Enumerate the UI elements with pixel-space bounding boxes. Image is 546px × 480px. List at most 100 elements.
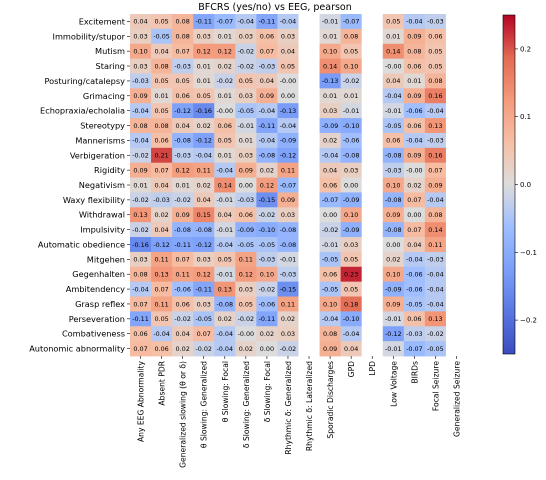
cell-value-label: -0.07 bbox=[343, 18, 360, 26]
cell-value-label: 0.12 bbox=[176, 166, 190, 174]
heatmap-cell bbox=[277, 177, 299, 193]
heatmap-cell bbox=[319, 207, 342, 223]
heatmap-cell bbox=[340, 118, 363, 134]
cell-value-label: -0.08 bbox=[385, 196, 402, 204]
cell-value-label: -0.01 bbox=[217, 196, 234, 204]
heatmap-cell bbox=[256, 207, 278, 223]
heatmap-cell bbox=[193, 281, 215, 297]
heatmap-cell bbox=[193, 103, 215, 119]
cell-value-label: 0.12 bbox=[218, 47, 232, 55]
heatmap-cell bbox=[424, 58, 447, 74]
heatmap-cell bbox=[214, 58, 236, 74]
heatmap-cell bbox=[361, 192, 384, 208]
heatmap-cell bbox=[256, 43, 278, 60]
cell-value-label: -0.03 bbox=[259, 62, 276, 70]
heatmap-cell bbox=[172, 251, 194, 268]
cell-value-label: 0.16 bbox=[428, 152, 442, 160]
cell-value-label: -0.02 bbox=[174, 196, 191, 204]
cell-value-label: -0.12 bbox=[195, 137, 212, 145]
cell-value-label: 0.09 bbox=[428, 181, 442, 189]
cell-value-label: 0.05 bbox=[344, 47, 358, 55]
heatmap-cell bbox=[214, 43, 236, 60]
cell-value-label: -0.04 bbox=[217, 166, 234, 174]
cell-value-label: -0.02 bbox=[427, 330, 444, 338]
heatmap-cell bbox=[256, 281, 278, 297]
column-label: Any EEG Abnormality bbox=[137, 360, 146, 442]
heatmap-cell bbox=[277, 103, 299, 119]
heatmap-cell bbox=[235, 237, 257, 253]
heatmap-cell bbox=[256, 341, 278, 357]
column-label: Low Voltage bbox=[389, 361, 398, 407]
cell-value-label: 0.14 bbox=[428, 226, 442, 234]
heatmap-cell bbox=[361, 132, 384, 149]
heatmap-cell bbox=[319, 43, 342, 60]
cell-value-label: -0.04 bbox=[195, 152, 212, 160]
cell-value-label: -0.04 bbox=[153, 330, 170, 338]
heatmap-cell bbox=[256, 28, 278, 45]
heatmap-cell bbox=[235, 296, 257, 312]
cell-value-label: 0.07 bbox=[133, 300, 147, 308]
heatmap-cell bbox=[403, 118, 426, 134]
cell-value-label: 0.08 bbox=[428, 211, 442, 219]
heatmap-cell bbox=[361, 14, 384, 30]
heatmap-cell bbox=[319, 28, 342, 45]
heatmap-cell bbox=[445, 296, 468, 312]
heatmap-cell bbox=[214, 207, 236, 223]
cell-value-label: 0.06 bbox=[176, 92, 190, 100]
cell-value-label: 0.00 bbox=[323, 211, 337, 219]
cell-value-label: -0.03 bbox=[153, 196, 170, 204]
heatmap-cell bbox=[151, 326, 173, 342]
heatmap-cell bbox=[361, 251, 384, 268]
heatmap-cell bbox=[445, 311, 468, 327]
row-label: Perseveration bbox=[69, 314, 125, 324]
cell-value-label: -0.05 bbox=[406, 300, 423, 308]
cell-value-label: -0.07 bbox=[406, 345, 423, 353]
heatmap-cell bbox=[193, 222, 215, 238]
cell-value-label: -0.02 bbox=[132, 196, 149, 204]
heatmap-cell bbox=[256, 14, 278, 30]
heatmap-cell bbox=[256, 192, 278, 208]
cell-value-label: -0.03 bbox=[132, 77, 149, 85]
cell-value-label: -0.08 bbox=[174, 226, 191, 234]
heatmap-cell bbox=[298, 88, 320, 104]
cell-value-label: 0.09 bbox=[176, 211, 190, 219]
colorbar-tick-label: 0.2 bbox=[520, 45, 531, 53]
heatmap-cell bbox=[340, 73, 363, 89]
cell-value-label: -0.05 bbox=[322, 256, 339, 264]
heatmap-cell bbox=[424, 326, 447, 342]
cell-value-label: 0.06 bbox=[239, 211, 253, 219]
row-label: Grasp reflex bbox=[75, 299, 125, 309]
heatmap-cell bbox=[277, 266, 299, 283]
cell-value-label: 0.09 bbox=[260, 92, 274, 100]
heatmap-cell bbox=[424, 118, 447, 134]
heatmap-cell bbox=[172, 311, 194, 327]
cell-value-label: -0.05 bbox=[427, 345, 444, 353]
cell-value-label: 0.05 bbox=[176, 77, 190, 85]
cell-value-label: 0.09 bbox=[407, 92, 421, 100]
heatmap-cell bbox=[403, 88, 426, 104]
colorbar-gradient bbox=[502, 14, 516, 355]
heatmap-cell bbox=[424, 237, 447, 253]
cell-value-label: 0.05 bbox=[428, 62, 442, 70]
cell-value-label: -0.06 bbox=[343, 137, 360, 145]
heatmap-cell bbox=[445, 132, 468, 149]
cell-value-label: 0.11 bbox=[428, 241, 442, 249]
heatmap-cell bbox=[130, 28, 152, 45]
cell-value-label: 0.03 bbox=[239, 33, 253, 41]
cell-value-label: -0.04 bbox=[132, 107, 149, 115]
cell-value-label: -0.11 bbox=[195, 285, 212, 293]
heatmap-cell bbox=[319, 132, 342, 149]
colorbar-tick-label: −0.1 bbox=[520, 249, 537, 257]
heatmap-cell bbox=[172, 237, 194, 253]
heatmap-cell bbox=[235, 192, 257, 208]
heatmap-cell bbox=[403, 14, 426, 30]
heatmap-cell bbox=[172, 266, 194, 283]
cell-value-label: -0.04 bbox=[427, 196, 444, 204]
cell-value-label: 0.01 bbox=[197, 62, 211, 70]
heatmap-cell bbox=[277, 43, 299, 60]
cell-value-label: -0.00 bbox=[280, 77, 297, 85]
heatmap-cell bbox=[172, 88, 194, 104]
cell-value-label: 0.06 bbox=[407, 122, 421, 130]
cell-value-label: 0.01 bbox=[218, 152, 232, 160]
heatmap-cell bbox=[193, 237, 215, 253]
